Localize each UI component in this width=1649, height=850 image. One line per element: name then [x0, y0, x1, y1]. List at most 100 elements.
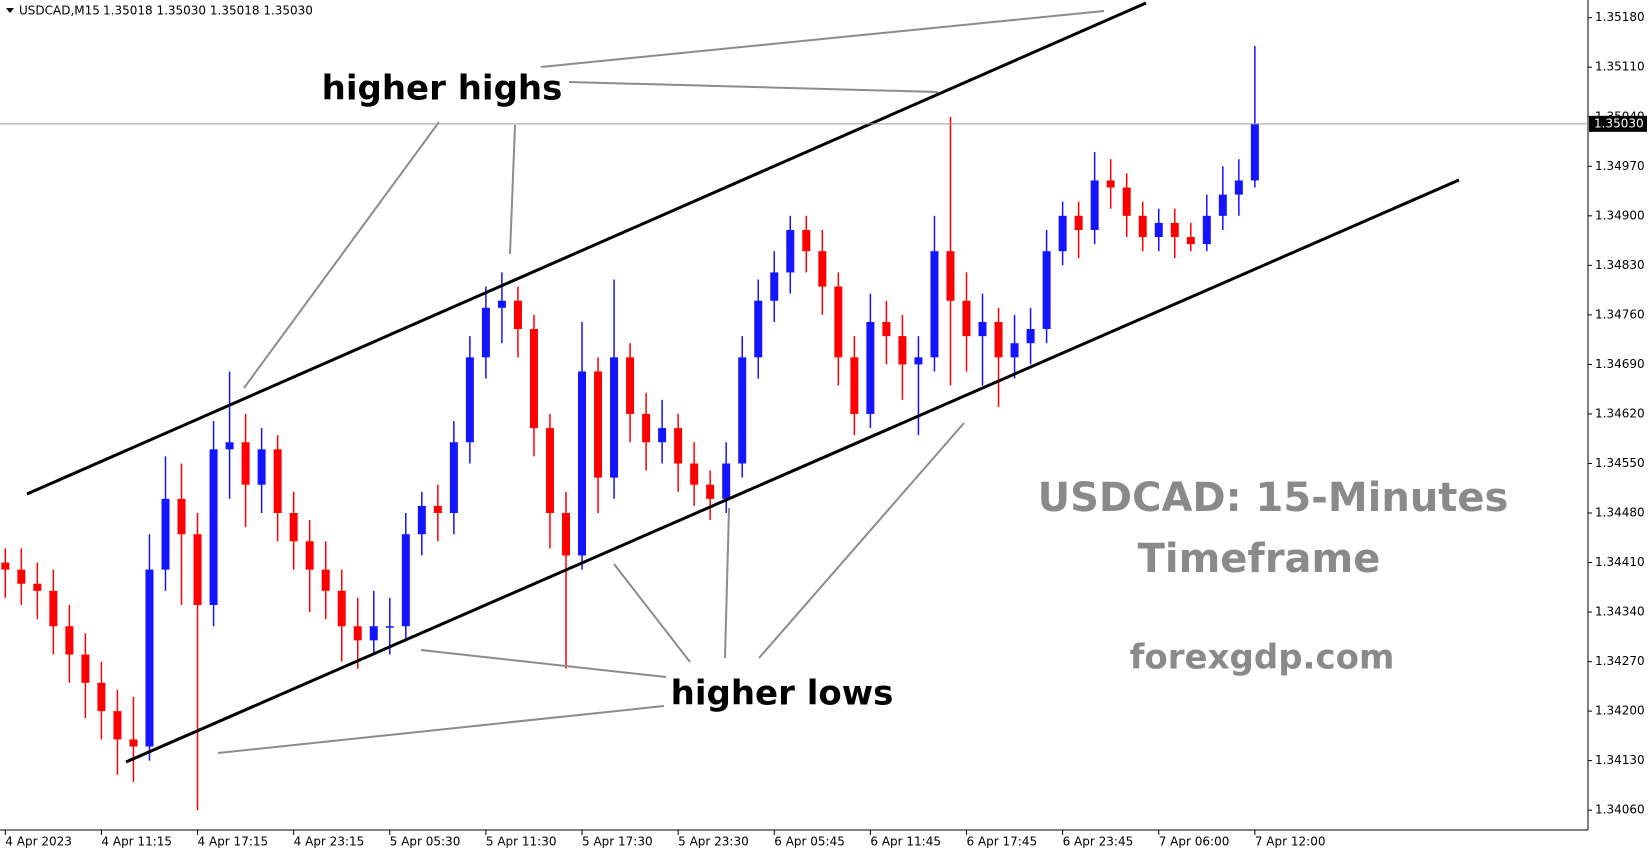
- candle-body: [962, 300, 971, 337]
- y-tick-label: 1.34410: [1595, 555, 1645, 569]
- candle-body: [321, 569, 330, 591]
- candle-body: [610, 357, 619, 478]
- candle-body: [626, 357, 635, 414]
- candle-body: [49, 590, 58, 627]
- upper-channel-line: [26, 1, 1147, 496]
- candle-body: [65, 626, 74, 655]
- x-tick-label: 6 Apr 05:45: [774, 835, 845, 849]
- y-tick-label: 1.34550: [1595, 456, 1645, 470]
- y-tick-label: 1.35110: [1595, 60, 1645, 74]
- candle-body: [1250, 123, 1259, 181]
- candle-body: [1074, 215, 1083, 230]
- menu-arrow[interactable]: [6, 8, 14, 13]
- candle-body: [33, 583, 42, 591]
- y-tick-label: 1.34620: [1595, 406, 1645, 420]
- candle-body: [337, 590, 346, 627]
- candle-body: [129, 739, 138, 747]
- x-tick-label: 5 Apr 23:30: [678, 835, 749, 849]
- candle-body: [738, 357, 747, 464]
- candle-body: [81, 654, 90, 683]
- candle-body: [1010, 343, 1019, 358]
- candle-body: [145, 569, 154, 747]
- candle-body: [578, 371, 587, 556]
- y-tick-label: 1.34970: [1595, 159, 1645, 173]
- heading: USDCAD: 15-Minutes: [1038, 475, 1509, 521]
- y-tick-label: 1.34130: [1595, 753, 1645, 767]
- x-tick-label: 7 Apr 06:00: [1159, 835, 1230, 849]
- candle-body: [369, 626, 378, 641]
- y-tick-label: 1.34830: [1595, 258, 1645, 272]
- candle-body: [209, 449, 218, 605]
- candle-body: [177, 498, 186, 535]
- heading: Timeframe: [1138, 536, 1381, 582]
- y-tick-label: 1.34900: [1595, 208, 1645, 222]
- candle-body: [1106, 180, 1115, 188]
- x-tick-label: 7 Apr 12:00: [1255, 835, 1326, 849]
- candle-body: [1058, 215, 1067, 252]
- candle-body: [545, 428, 554, 514]
- x-tick-label: 5 Apr 17:30: [582, 835, 653, 849]
- candle-body: [273, 449, 282, 514]
- y-tick-label: 1.35180: [1595, 10, 1645, 24]
- candle-body: [289, 513, 298, 542]
- symbol: USDCAD,M15: [19, 4, 100, 18]
- pointer-line: [243, 121, 440, 389]
- candle-body: [802, 229, 811, 252]
- candle-body: [770, 272, 779, 301]
- candle-body: [1234, 180, 1243, 195]
- candle-body: [786, 229, 795, 273]
- x-tick-label: 4 Apr 23:15: [294, 835, 365, 849]
- candle-body: [161, 498, 170, 570]
- y-tick-label: 1.34340: [1595, 605, 1645, 619]
- x-tick-label: 4 Apr 2023: [5, 835, 72, 849]
- x-tick-label: 5 Apr 05:30: [390, 835, 461, 849]
- annotation: higher highs: [322, 69, 563, 109]
- candle-body: [562, 513, 570, 556]
- x-tick-label: 6 Apr 11:45: [870, 835, 941, 849]
- candle-body: [465, 357, 474, 443]
- pointer-line: [724, 507, 730, 659]
- x-tick-label: 5 Apr 11:30: [486, 835, 557, 849]
- candle-body: [594, 371, 603, 478]
- candle-body: [690, 463, 699, 485]
- current-price-box: [1589, 115, 1647, 132]
- candle-body: [642, 413, 651, 443]
- candle-body: [754, 300, 763, 358]
- candle-body: [658, 428, 667, 443]
- pointer-line: [420, 649, 667, 678]
- pointer-line: [568, 81, 939, 93]
- candle-body: [417, 505, 426, 535]
- candle-body: [1090, 180, 1099, 230]
- y-tick-label: 1.34480: [1595, 506, 1645, 520]
- candle-body: [978, 321, 987, 337]
- pointer-line: [509, 124, 516, 255]
- candle-body: [1186, 237, 1195, 245]
- candle-body: [449, 442, 458, 514]
- candle-body: [898, 336, 907, 365]
- candle-body: [97, 682, 106, 712]
- candle-body: [513, 300, 522, 330]
- candle-body: [1042, 251, 1051, 330]
- candle-body: [946, 251, 955, 301]
- candle-body: [722, 463, 731, 499]
- candle-body: [353, 626, 362, 641]
- candle-body: [385, 626, 394, 628]
- candle-body: [850, 357, 859, 414]
- candle-body: [882, 321, 891, 337]
- y-tick-label: 1.34270: [1595, 654, 1645, 668]
- candle-body: [113, 711, 122, 740]
- candle-body: [305, 541, 314, 570]
- candle-body: [1026, 329, 1035, 344]
- x-tick-label: 6 Apr 17:45: [967, 835, 1038, 849]
- candle-body: [481, 307, 490, 358]
- candle-body: [529, 329, 538, 429]
- candle-body: [930, 251, 939, 358]
- site-name: forexgdp.com: [1130, 638, 1395, 678]
- y-tick-label: 1.34760: [1595, 307, 1645, 321]
- pointer-line: [613, 563, 691, 663]
- x-tick-label: 4 Apr 17:15: [198, 835, 269, 849]
- lower-channel-line: [125, 178, 1460, 764]
- y-tick-label: 1.34060: [1595, 803, 1645, 817]
